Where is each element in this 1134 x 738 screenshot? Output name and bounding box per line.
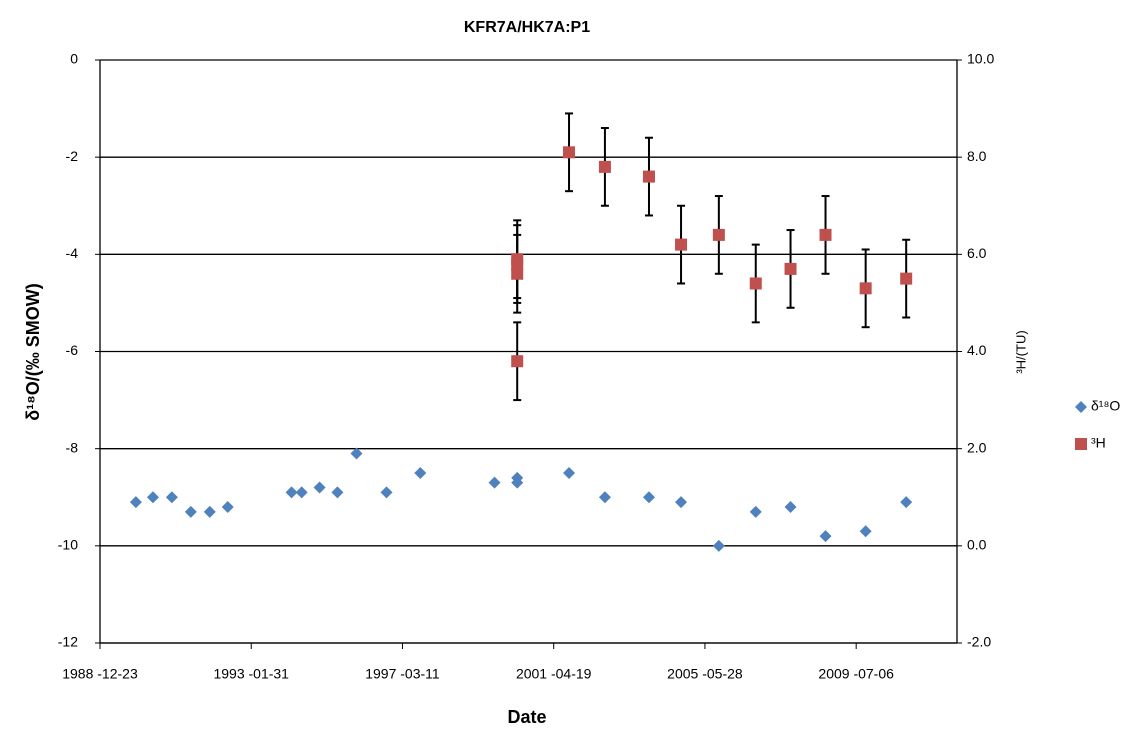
point [675,496,688,509]
point [563,146,576,159]
point [488,476,501,489]
point [350,447,363,460]
point [712,228,725,241]
point [511,267,524,280]
x-tick-label: 1997 -03-11 [365,666,440,682]
y2-tick-label: 8.0 [967,148,987,164]
point [129,496,142,509]
y-axis-label: δ¹⁸O/(‰ SMOW) [23,283,43,420]
point [221,500,234,513]
point [313,481,326,494]
point [165,491,178,504]
x-tick-label: 2005 -05-28 [667,666,743,682]
point [598,491,611,504]
point [900,272,913,285]
point [511,355,524,368]
point [285,486,298,499]
legend-label: ³H [1091,435,1106,451]
point [859,282,872,295]
y-tick-label: -4 [66,245,79,261]
point [414,466,427,479]
point [295,486,308,499]
x-tick-label: 1993 -01-31 [213,666,289,682]
y2-tick-label: 2.0 [967,439,987,455]
legend-marker [1075,401,1087,413]
legend-label: δ¹⁸O [1091,398,1120,414]
x-tick-label: 2001 -04-19 [516,666,592,682]
point [380,486,393,499]
y2-tick-label: 10.0 [967,51,994,67]
point [331,486,344,499]
y2-tick-label: 0.0 [967,537,987,553]
point [675,238,688,251]
point [749,277,762,290]
point [712,539,725,552]
point [642,491,655,504]
point [146,491,159,504]
y-tick-label: -6 [66,342,79,358]
legend-marker [1075,438,1087,450]
point [784,500,797,513]
y2-tick-label: 6.0 [967,245,987,261]
point [859,525,872,538]
point [784,262,797,275]
y2-tick-label: -2.0 [967,634,991,650]
y-tick-label: 0 [70,51,78,67]
point [511,476,524,489]
point [819,228,832,241]
point [598,160,611,173]
point [900,496,913,509]
point [749,505,762,518]
y-tick-label: -10 [58,537,78,553]
x-axis-label: Date [507,707,546,727]
point [819,530,832,543]
point [511,258,524,271]
point [563,466,576,479]
chart-title: KFR7A/HK7A:P1 [464,19,590,36]
y-tick-label: -12 [58,634,78,650]
x-tick-label: 2009 -07-06 [818,666,894,682]
point [203,505,216,518]
y-tick-label: -2 [66,148,79,164]
point [184,505,197,518]
y2-axis-label: ³H/(TU) [1013,330,1028,373]
y2-tick-label: 4.0 [967,342,987,358]
point [642,170,655,183]
y-tick-label: -8 [66,439,79,455]
x-tick-label: 1988 -12-23 [62,666,138,682]
